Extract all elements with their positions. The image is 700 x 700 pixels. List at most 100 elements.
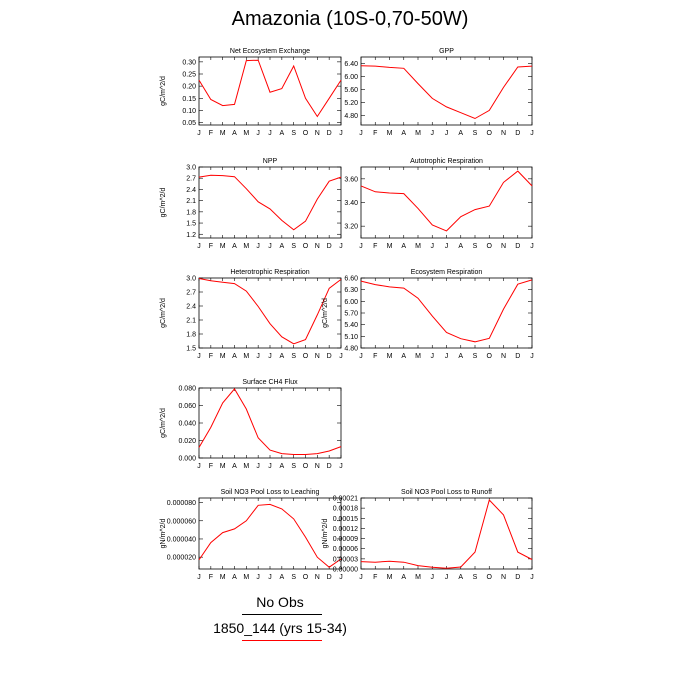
panel-5-xtick-label: M [220,353,226,360]
panel-2-ytick-label: 5.20 [344,100,358,107]
panel-3-ytick-label: 1.5 [186,221,196,228]
panel-1-xtick-label: A [279,130,284,137]
panel-5-series-line [198,278,342,345]
panel-6-xtick-label: M [387,353,393,360]
panel-9-ytick-label: 0.00003 [333,556,358,563]
panel-5-frame [198,277,342,349]
panel-1-series-line [198,59,342,118]
panel-9-xtick-label: J [530,574,534,581]
panel-8-xtick-label: M [243,574,249,581]
panel-9-xtick-label: A [458,574,463,581]
panel-1-ytick-label: 0.30 [182,59,196,66]
panel-5-xtick-label: N [315,353,320,360]
panel-7-xtick-label: D [327,463,332,470]
panel-1-ytick-label: 0.05 [182,120,196,127]
panel-3-ylabel: gC/m^2/d [160,188,167,218]
panel-6-ytick-label: 5.40 [344,322,358,329]
panel-1-ytick-label: 0.20 [182,84,196,91]
panel-8-frame [198,497,342,570]
panel-2-ytick-label: 6.00 [344,74,358,81]
panel-7-ytick-label: 0.060 [178,403,196,410]
panel-1-title: Net Ecosystem Exchange [230,48,310,55]
panel-9-ytick-label: 0.00000 [333,567,358,574]
panel-2-ytick-label: 5.60 [344,87,358,94]
panel-3-xtick-label: O [303,243,309,250]
panel-4-xtick-label: J [431,243,435,250]
panel-5-xtick-label: A [232,353,237,360]
panel-4-xtick-label: N [501,243,506,250]
panel-3-xtick-label: D [327,243,332,250]
panel-3-xtick-label: M [220,243,226,250]
panel-2-ytick-label: 4.80 [344,113,358,120]
panel-3-ytick-label: 2.4 [186,187,196,194]
panel-4-xtick-label: A [401,243,406,250]
panel-3-xtick-label: F [209,243,213,250]
panel-3-ytick-label: 3.0 [186,165,196,172]
panel-9-xtick-label: D [515,574,520,581]
panel-9-xtick-label: J [359,574,363,581]
panel-5-ytick-label: 1.5 [186,346,196,353]
legend-obs-line [242,614,322,615]
panel-2-title: GPP [439,48,454,55]
panel-1-xtick-label: M [243,130,249,137]
panel-6-frame [360,277,533,349]
panel-2-xtick-label: A [401,130,406,137]
panel-6-xtick-label: A [401,353,406,360]
panel-6-xtick-label: J [431,353,435,360]
panel-3-xtick-label: M [243,243,249,250]
panel-9-ytick-label: 0.00021 [333,496,358,503]
panel-5-xtick-label: J [339,353,343,360]
panel-8-xtick-label: S [291,574,296,581]
panel-6-ytick-label: 5.70 [344,311,358,318]
panel-4-ytick-label: 3.60 [344,176,358,183]
panel-2-xtick-label: F [373,130,377,137]
panel-4-xtick-label: J [359,243,363,250]
panel-7-series-line [198,388,342,455]
panel-8-xtick-label: J [268,574,272,581]
panel-1-xtick-label: O [303,130,309,137]
panel-1-ytick-label: 0.15 [182,96,196,103]
panel-1-xtick-label: J [197,130,201,137]
panel-8-ytick-label: 0.000080 [167,500,196,507]
panel-1-xtick-label: J [268,130,272,137]
panel-7-xtick-label: F [209,463,213,470]
panel-5-title: Heterotrophic Respiration [230,269,309,276]
panel-2-xtick-label: N [501,130,506,137]
panel-1-xtick-label: J [339,130,343,137]
panel-8-ytick-label: 0.000060 [167,518,196,525]
panel-4-title: Autotrophic Respiration [410,158,483,165]
panel-1-xtick-label: D [327,130,332,137]
panel-8-xtick-label: J [339,574,343,581]
panel-5-xtick-label: A [279,353,284,360]
panel-4-xtick-label: S [473,243,478,250]
panel-5-xtick-label: F [209,353,213,360]
panel-3-xtick-label: J [197,243,201,250]
panel-9-xtick-label: A [401,574,406,581]
panel-7-frame [198,387,342,459]
panel-9-xtick-label: J [445,574,449,581]
panel-3-xtick-label: S [291,243,296,250]
panel-5-xtick-label: J [197,353,201,360]
panel-2-xtick-label: M [387,130,393,137]
panel-9-ytick-label: 0.00018 [333,506,358,513]
panel-4-xtick-label: M [415,243,421,250]
panel-4-series-line [360,170,533,232]
panel-5-ylabel: gC/m^2/d [160,298,167,328]
panel-6-xtick-label: A [458,353,463,360]
panel-5-ytick-label: 2.7 [186,290,196,297]
panel-2-xtick-label: D [515,130,520,137]
panel-7-xtick-label: J [256,463,260,470]
panel-1-ylabel: gC/m^2/d [160,76,167,106]
panel-9-xtick-label: J [431,574,435,581]
panel-6-ytick-label: 5.10 [344,334,358,341]
panel-2-xtick-label: S [473,130,478,137]
panel-9-xtick-label: M [415,574,421,581]
panel-1-ytick-label: 0.25 [182,72,196,79]
panel-9-xtick-label: N [501,574,506,581]
panel-6-ylabel: gC/m^2/d [322,298,329,328]
panel-8-ytick-label: 0.000020 [167,555,196,562]
panel-5-ytick-label: 2.4 [186,304,196,311]
panel-9-xtick-label: S [473,574,478,581]
panel-8-xtick-label: A [232,574,237,581]
panel-2-xtick-label: J [431,130,435,137]
